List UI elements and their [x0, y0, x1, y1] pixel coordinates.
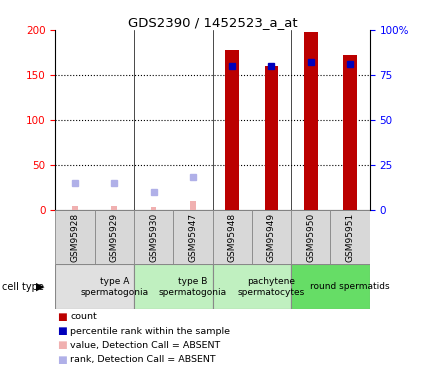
- Text: round spermatids: round spermatids: [310, 282, 390, 291]
- Title: GDS2390 / 1452523_a_at: GDS2390 / 1452523_a_at: [128, 16, 298, 29]
- Text: percentile rank within the sample: percentile rank within the sample: [70, 327, 230, 336]
- Bar: [212, 264, 291, 309]
- Text: cell type: cell type: [2, 282, 44, 292]
- Bar: [331, 210, 370, 264]
- Text: GSM95950: GSM95950: [306, 213, 315, 262]
- Bar: [252, 210, 291, 264]
- Bar: [94, 210, 134, 264]
- Bar: [134, 264, 212, 309]
- Text: type B
spermatogonia: type B spermatogonia: [159, 277, 227, 297]
- Text: GSM95930: GSM95930: [149, 213, 158, 262]
- Text: ■: ■: [57, 355, 67, 364]
- Bar: [150, 207, 156, 210]
- Text: value, Detection Call = ABSENT: value, Detection Call = ABSENT: [70, 341, 221, 350]
- Bar: [225, 50, 239, 210]
- Bar: [134, 210, 173, 264]
- Text: ■: ■: [57, 340, 67, 350]
- Bar: [291, 264, 370, 309]
- Text: GSM95947: GSM95947: [188, 213, 197, 262]
- Text: rank, Detection Call = ABSENT: rank, Detection Call = ABSENT: [70, 355, 216, 364]
- Bar: [55, 210, 94, 264]
- Text: ▶: ▶: [36, 282, 45, 292]
- Bar: [111, 206, 117, 210]
- Text: GSM95948: GSM95948: [228, 213, 237, 262]
- Text: GSM95928: GSM95928: [71, 213, 79, 262]
- Bar: [265, 66, 278, 210]
- Bar: [343, 55, 357, 210]
- Bar: [173, 210, 212, 264]
- Text: ■: ■: [57, 312, 67, 322]
- Text: count: count: [70, 312, 97, 321]
- Bar: [291, 210, 331, 264]
- Text: GSM95949: GSM95949: [267, 213, 276, 262]
- Text: ■: ■: [57, 326, 67, 336]
- Bar: [304, 32, 317, 210]
- Text: GSM95951: GSM95951: [346, 213, 354, 262]
- Bar: [190, 201, 196, 210]
- Bar: [55, 264, 134, 309]
- Bar: [72, 206, 78, 210]
- Bar: [212, 210, 252, 264]
- Text: type A
spermatogonia: type A spermatogonia: [80, 277, 148, 297]
- Text: GSM95929: GSM95929: [110, 213, 119, 262]
- Text: pachytene
spermatocytes: pachytene spermatocytes: [238, 277, 305, 297]
